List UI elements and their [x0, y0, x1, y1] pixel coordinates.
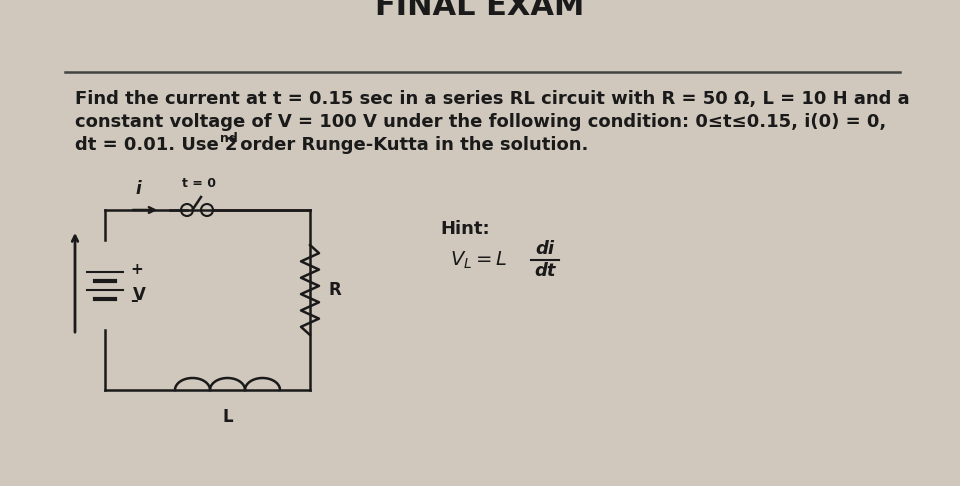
Text: di: di: [536, 240, 555, 258]
Text: Hint:: Hint:: [440, 220, 490, 238]
Text: nd: nd: [220, 132, 238, 145]
Text: dt = 0.01. Use 2: dt = 0.01. Use 2: [75, 136, 237, 154]
Text: R: R: [328, 281, 341, 299]
Text: V: V: [133, 286, 146, 304]
Text: L: L: [222, 408, 233, 426]
Text: order Runge-Kutta in the solution.: order Runge-Kutta in the solution.: [234, 136, 588, 154]
Text: i: i: [135, 180, 141, 198]
Text: constant voltage of V = 100 V under the following condition: 0≤t≤0.15, i(0) = 0,: constant voltage of V = 100 V under the …: [75, 113, 886, 131]
Text: FINAL EXAM: FINAL EXAM: [375, 0, 585, 21]
Text: Find the current at t = 0.15 sec in a series RL circuit with R = 50 Ω, L = 10 H : Find the current at t = 0.15 sec in a se…: [75, 90, 910, 108]
Text: $V_L = L$: $V_L = L$: [450, 249, 507, 271]
Text: +: +: [130, 262, 143, 277]
Text: t = 0: t = 0: [182, 177, 216, 190]
Text: dt: dt: [535, 262, 556, 280]
Text: –: –: [130, 293, 137, 308]
